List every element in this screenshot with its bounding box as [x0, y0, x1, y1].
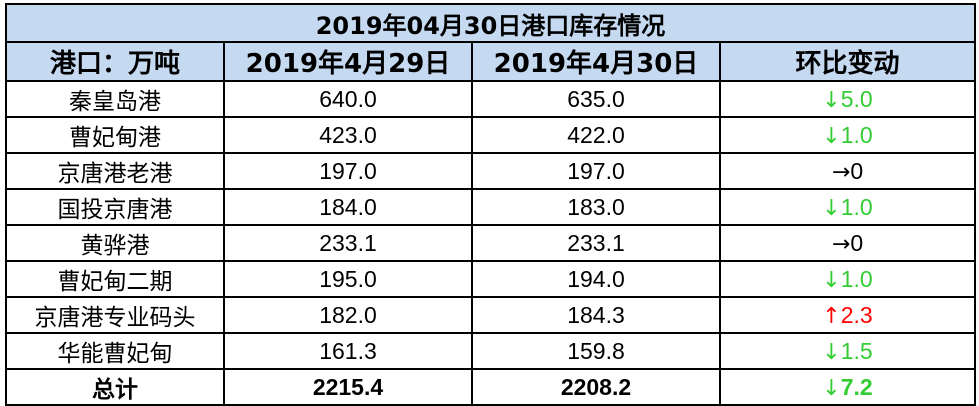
port-name-cell: 京唐港专业码头 [5, 296, 225, 334]
table-row: 黄骅港 233.1 233.1 →0 [5, 224, 977, 262]
table-row: 京唐港老港 197.0 197.0 →0 [5, 152, 977, 190]
apr30-value-cell: 233.1 [471, 224, 721, 262]
port-inventory-table-wrapper: 2019年04月30日港口库存情况 港口：万吨 2019年4月29日 2019年… [4, 3, 977, 406]
apr29-value-cell: 197.0 [223, 152, 473, 190]
change-arrow-icon: ↓ [822, 339, 841, 365]
change-cell: →0 [718, 224, 977, 262]
port-name-cell: 曹妃甸二期 [5, 260, 225, 298]
apr30-value-cell: 194.0 [471, 260, 721, 298]
apr30-value-cell: 635.0 [471, 80, 721, 118]
change-cell: ↓7.2 [718, 368, 977, 406]
change-arrow-icon: → [831, 159, 851, 185]
apr29-value-cell: 233.1 [223, 224, 473, 262]
change-cell: ↓5.0 [718, 80, 977, 118]
change-value: 1.5 [840, 337, 873, 364]
change-cell: ↑2.3 [718, 296, 977, 334]
apr30-value-cell: 197.0 [471, 152, 721, 190]
change-cell: →0 [718, 152, 977, 190]
change-arrow-icon: ↓ [822, 195, 841, 221]
apr30-value-cell: 422.0 [471, 116, 721, 154]
apr29-value-cell: 161.3 [223, 332, 473, 370]
apr29-value-cell: 182.0 [223, 296, 473, 334]
change-arrow-icon: ↓ [822, 87, 841, 113]
table-header-row: 港口：万吨 2019年4月29日 2019年4月30日 环比变动 [5, 41, 977, 82]
column-header-change: 环比变动 [718, 41, 977, 82]
apr29-value-cell: 2215.4 [223, 368, 473, 406]
table-title-row: 2019年04月30日港口库存情况 [4, 3, 977, 43]
apr29-value-cell: 195.0 [223, 260, 473, 298]
change-value: 2.3 [840, 301, 873, 328]
change-arrow-icon: ↓ [822, 267, 841, 293]
change-value: 1.0 [840, 121, 873, 148]
change-value: 1.0 [840, 193, 873, 220]
table-row: 曹妃甸港 423.0 422.0 ↓1.0 [5, 116, 977, 154]
port-name-cell: 京唐港老港 [5, 152, 225, 190]
change-cell: ↓1.0 [718, 188, 977, 226]
table-row: 国投京唐港 184.0 183.0 ↓1.0 [5, 188, 977, 226]
port-name-cell: 秦皇岛港 [5, 80, 225, 118]
change-cell: ↓1.0 [718, 116, 977, 154]
apr30-value-cell: 2208.2 [471, 368, 721, 406]
column-header-apr30: 2019年4月30日 [471, 41, 721, 82]
table-total-row: 总计 2215.4 2208.2 ↓7.2 [5, 368, 977, 406]
change-arrow-icon: → [831, 231, 851, 257]
change-arrow-icon: ↑ [822, 303, 841, 329]
apr30-value-cell: 184.3 [471, 296, 721, 334]
port-name-cell: 总计 [5, 368, 225, 406]
apr30-value-cell: 183.0 [471, 188, 721, 226]
change-value: 0 [850, 229, 864, 256]
apr29-value-cell: 423.0 [223, 116, 473, 154]
port-name-cell: 黄骅港 [5, 224, 225, 262]
column-header-apr29: 2019年4月29日 [223, 41, 473, 82]
apr29-value-cell: 184.0 [223, 188, 473, 226]
change-value: 1.0 [840, 265, 873, 292]
port-name-cell: 国投京唐港 [5, 188, 225, 226]
table-row: 秦皇岛港 640.0 635.0 ↓5.0 [5, 80, 977, 118]
apr29-value-cell: 640.0 [223, 80, 473, 118]
table-row: 京唐港专业码头 182.0 184.3 ↑2.3 [5, 296, 977, 334]
table-row: 华能曹妃甸 161.3 159.8 ↓1.5 [5, 332, 977, 370]
port-inventory-table: 2019年04月30日港口库存情况 港口：万吨 2019年4月29日 2019年… [4, 3, 977, 406]
port-name-cell: 曹妃甸港 [5, 116, 225, 154]
column-header-port: 港口：万吨 [5, 41, 225, 82]
table-body: 秦皇岛港 640.0 635.0 ↓5.0 曹妃甸港 423.0 422.0 ↓1.0 京唐港老… [5, 80, 977, 406]
table-row: 曹妃甸二期 195.0 194.0 ↓1.0 [5, 260, 977, 298]
change-value: 5.0 [840, 85, 873, 112]
change-value: 7.2 [840, 373, 873, 400]
change-value: 0 [850, 157, 864, 184]
change-cell: ↓1.0 [718, 260, 977, 298]
change-arrow-icon: ↓ [822, 375, 841, 401]
apr30-value-cell: 159.8 [471, 332, 721, 370]
table-title: 2019年04月30日港口库存情况 [4, 3, 977, 43]
port-name-cell: 华能曹妃甸 [5, 332, 225, 370]
change-cell: ↓1.5 [718, 332, 977, 370]
change-arrow-icon: ↓ [822, 123, 841, 149]
